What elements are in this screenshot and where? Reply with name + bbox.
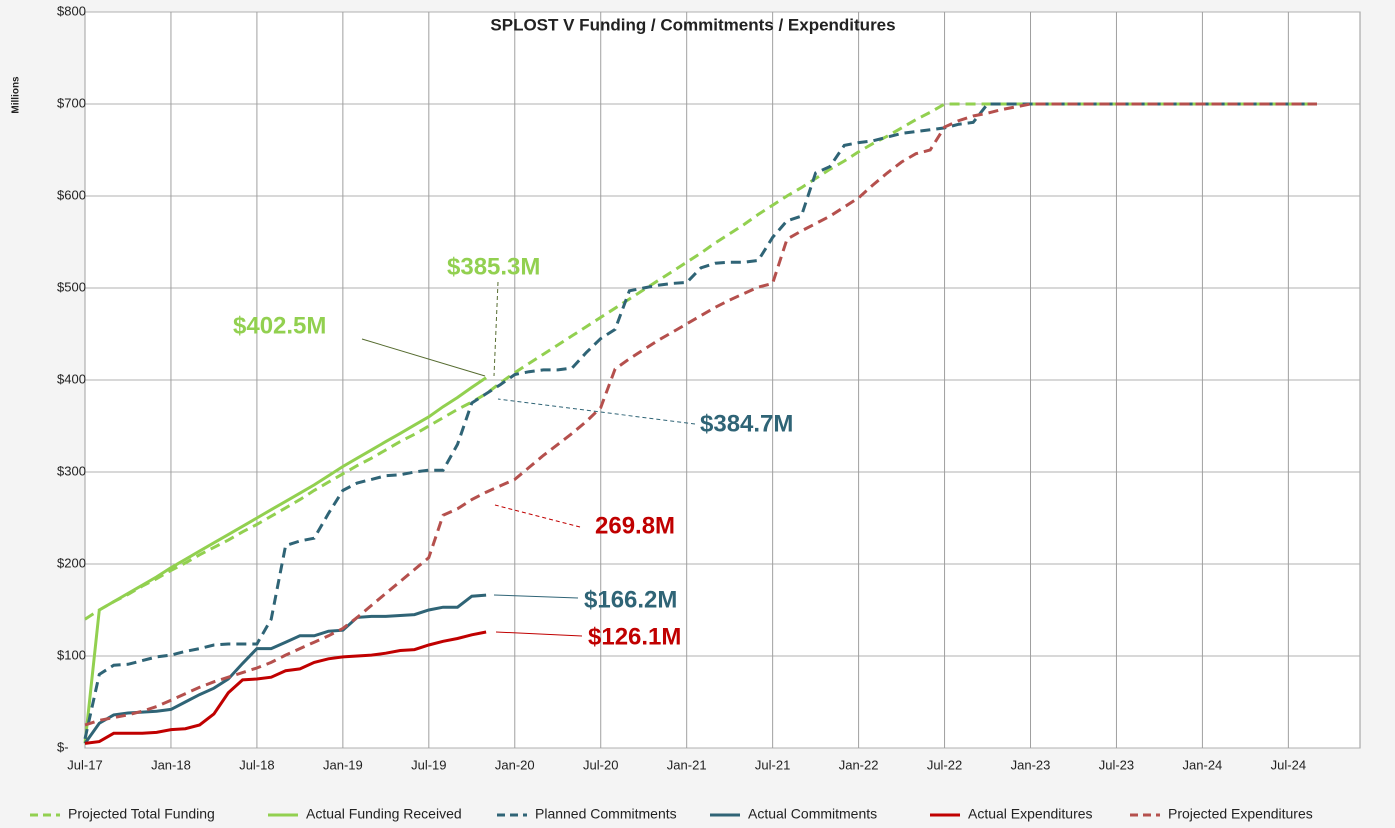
x-tick-label: Jan-18 — [151, 757, 191, 772]
x-tick-label: Jan-20 — [495, 757, 535, 772]
x-tick-label: Jan-19 — [323, 757, 363, 772]
x-tick-label: Jan-23 — [1011, 757, 1051, 772]
arrow — [493, 281, 499, 377]
arrow — [361, 338, 486, 377]
series-line — [84, 630, 487, 745]
annotation: $384.7M — [700, 410, 793, 437]
legend-label: Projected Total Funding — [68, 806, 215, 822]
series-line — [83, 102, 1317, 740]
x-tick-label: Jan-22 — [839, 757, 879, 772]
x-tick-label: Jul-19 — [411, 757, 446, 772]
x-tick-label: Jul-21 — [755, 757, 790, 772]
y-tick-label: $- — [57, 739, 69, 754]
x-tick-label: Jul-24 — [1271, 757, 1306, 772]
legend-label: Planned Commitments — [535, 806, 677, 822]
y-tick-label: $500 — [57, 279, 86, 294]
annotation-arrows — [361, 281, 696, 637]
x-tick-label: Jul-22 — [927, 757, 962, 772]
x-tick-label: Jan-24 — [1183, 757, 1223, 772]
annotation: $126.1M — [588, 623, 681, 650]
y-tick-label: $100 — [57, 647, 86, 662]
x-tick-label: Jul-20 — [583, 757, 618, 772]
series-line — [83, 593, 487, 745]
x-tick-label: Jan-21 — [667, 757, 707, 772]
y-tick-label: $700 — [57, 95, 86, 110]
chart-title: SPLOST V Funding / Commitments / Expendi… — [490, 15, 895, 34]
annotation: $402.5M — [233, 312, 326, 339]
lines — [83, 102, 1317, 745]
x-tick-label: Jul-23 — [1099, 757, 1134, 772]
legend-label: Actual Expenditures — [968, 806, 1093, 822]
arrow — [493, 594, 579, 599]
arrow — [497, 398, 696, 425]
x-tick-label: Jul-18 — [239, 757, 274, 772]
y-tick-label: $400 — [57, 371, 86, 386]
legend-label: Actual Funding Received — [306, 806, 462, 822]
annotation: $166.2M — [584, 586, 677, 613]
grid — [84, 11, 1360, 749]
y-axis-label: Millions — [11, 76, 22, 114]
legend-label: Actual Commitments — [748, 806, 877, 822]
y-tick-label: $800 — [57, 3, 86, 18]
annotation: $385.3M — [447, 253, 540, 280]
arrow — [495, 631, 583, 637]
y-tick-label: $300 — [57, 463, 86, 478]
y-tick-label: $600 — [57, 187, 86, 202]
x-tick-label: Jul-17 — [67, 757, 102, 772]
arrow — [494, 504, 581, 528]
annotation: 269.8M — [595, 512, 675, 539]
y-tick-label: $200 — [57, 555, 86, 570]
legend-label: Projected Expenditures — [1168, 806, 1313, 822]
series-line — [83, 376, 487, 744]
